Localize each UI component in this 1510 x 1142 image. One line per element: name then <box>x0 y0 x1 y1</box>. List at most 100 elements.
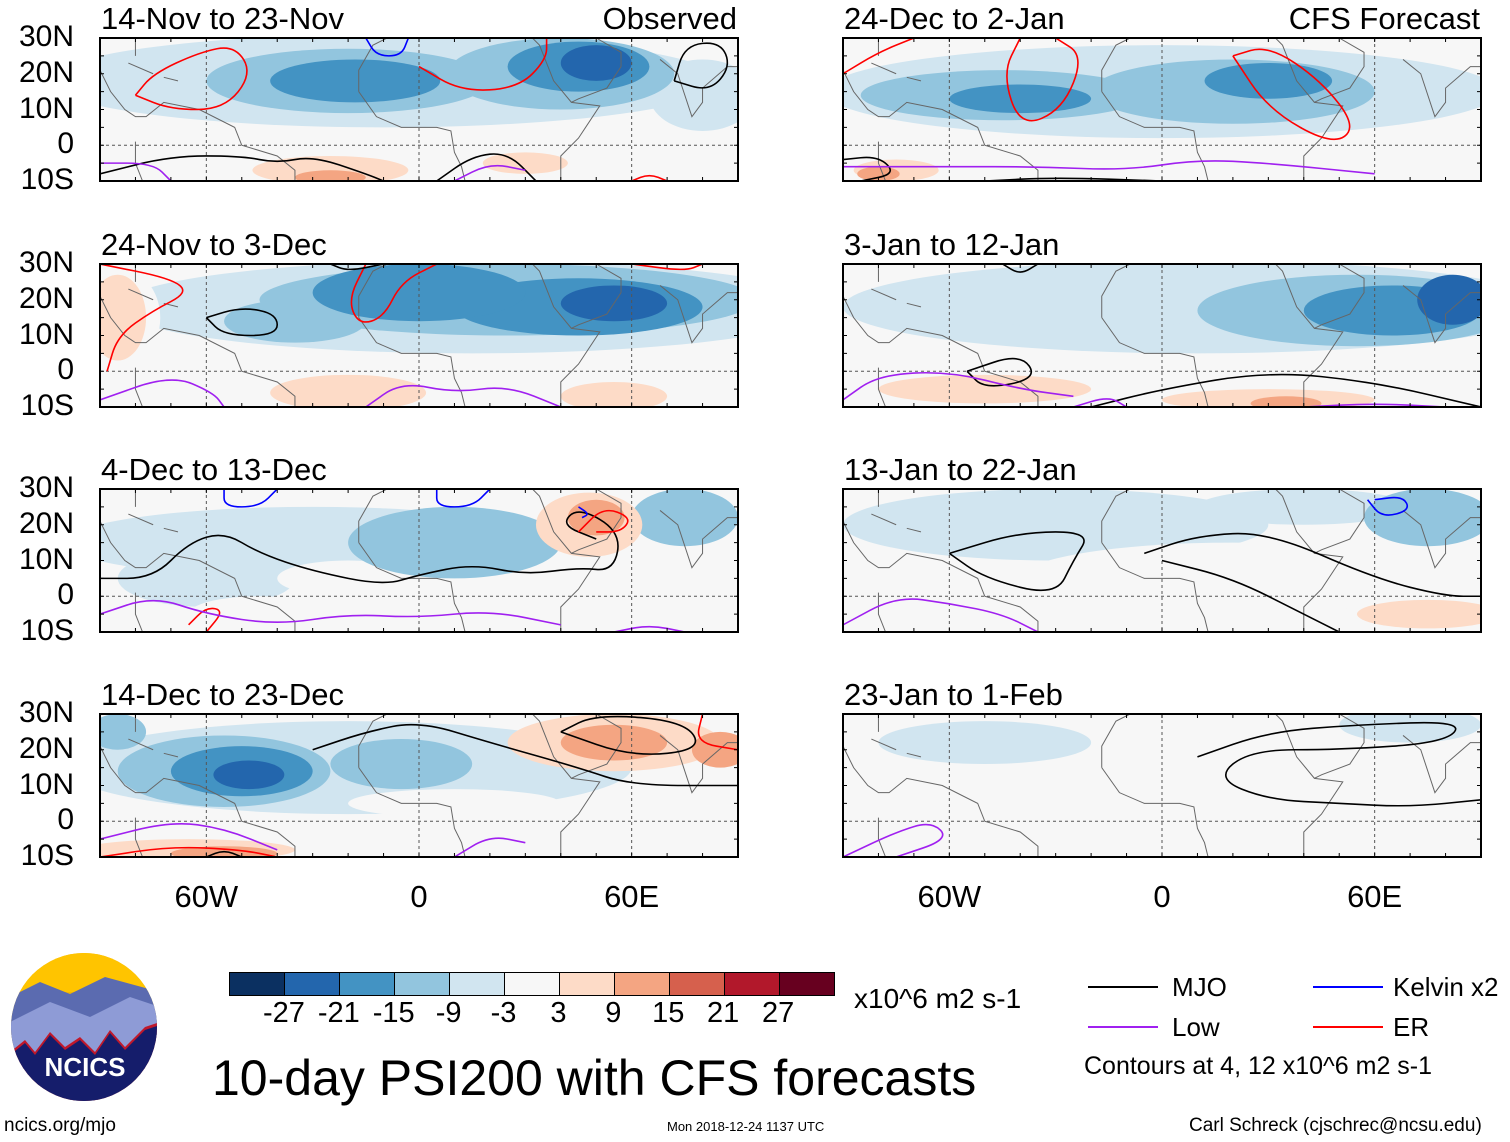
kelvin-contour <box>435 489 491 508</box>
negative-anomaly-region <box>1364 489 1481 547</box>
coastline <box>589 639 596 650</box>
positive-anomaly-region <box>1356 599 1481 629</box>
coastline <box>906 302 922 308</box>
coastline <box>1101 714 1131 768</box>
positive-anomaly-region <box>949 159 1162 181</box>
mjo-contour <box>1161 559 1340 632</box>
coastline <box>589 414 596 425</box>
coastline <box>128 288 154 301</box>
map-panel <box>99 488 739 633</box>
legend-line-low <box>1088 1026 1158 1028</box>
coastline <box>659 285 738 344</box>
er-contour <box>100 264 184 372</box>
coastline <box>358 767 466 857</box>
panel-source-label: CFS Forecast <box>1288 1 1480 36</box>
legend-line-kelvin <box>1313 986 1383 988</box>
map-panel <box>842 713 1482 858</box>
negative-anomaly-region <box>631 489 738 547</box>
lat-tick-label: 10S <box>20 389 74 422</box>
er-contour <box>418 38 548 91</box>
positive-anomaly-region <box>560 724 668 761</box>
er-contour <box>843 38 915 75</box>
lat-tick-label: 30N <box>18 696 74 729</box>
lon-tick-label: 60W <box>917 879 982 914</box>
coastline <box>571 714 622 779</box>
mjo-contour <box>948 531 1085 592</box>
low-contour <box>843 823 944 857</box>
colorbar-tick-label: -3 <box>490 997 517 1029</box>
colorbar-tick-label: -21 <box>317 997 360 1029</box>
coastline <box>163 527 179 533</box>
coastline <box>1402 59 1481 118</box>
er-contour <box>350 264 438 323</box>
units-label: x10^6 m2 s-1 <box>854 983 1022 1014</box>
panel-title: 24-Dec to 2-Jan <box>844 1 1065 36</box>
panel-source-label: Observed <box>602 1 737 36</box>
coastline <box>871 513 897 526</box>
coastline <box>571 38 622 103</box>
map-panel <box>842 37 1482 182</box>
positive-anomaly-region <box>436 824 614 847</box>
legend-label-low: Low <box>1172 1012 1220 1042</box>
coastline <box>843 295 1039 407</box>
contour-note: Contours at 4, 12 x10^6 m2 s-1 <box>1084 1052 1433 1080</box>
coastline <box>128 513 154 526</box>
legend-label-er: ER <box>1393 1012 1430 1042</box>
negative-anomaly-region <box>348 506 561 579</box>
positive-anomaly-region <box>560 381 668 407</box>
lat-tick-label: 20N <box>18 281 74 315</box>
coastline <box>843 520 1039 632</box>
lat-tick-label: 10N <box>18 91 74 125</box>
lon-tick-label: 60E <box>604 879 660 914</box>
colorbar-swatch <box>725 973 780 995</box>
negative-anomaly-region <box>560 45 632 81</box>
coastline <box>877 817 886 857</box>
positive-anomaly-region <box>1250 806 1428 836</box>
negative-anomaly-region <box>100 714 147 750</box>
panel-title: 4-Dec to 13-Dec <box>101 452 327 487</box>
colorbar-swatch <box>560 973 615 995</box>
kelvin-contour <box>1366 496 1409 516</box>
coastline <box>1275 264 1344 407</box>
colorbar <box>229 972 835 996</box>
lat-tick-label: 10N <box>18 317 74 351</box>
lat-tick-label: 10S <box>20 163 74 196</box>
colorbar-swatch <box>615 973 670 995</box>
positive-anomaly-region <box>857 166 900 181</box>
coastline <box>1332 188 1339 199</box>
kelvin-contour <box>223 489 278 508</box>
coastline <box>877 592 886 632</box>
coastline <box>906 527 922 533</box>
coastline <box>358 489 388 543</box>
positive-anomaly-region <box>560 596 703 618</box>
coastline <box>532 714 601 857</box>
coastline <box>871 62 897 75</box>
footer-url[interactable]: ncics.org/mjo <box>4 1115 116 1136</box>
er-contour <box>1006 38 1079 122</box>
coastline <box>358 38 388 92</box>
panel-title: 14-Nov to 23-Nov <box>101 1 344 36</box>
colorbar-tick-label: -9 <box>435 997 462 1029</box>
lon-tick-label: 0 <box>410 879 428 914</box>
coastline <box>659 735 738 794</box>
low-contour <box>843 371 1074 401</box>
coastline <box>163 76 179 82</box>
mjo-contour <box>560 715 697 755</box>
positive-anomaly-region <box>878 374 1092 404</box>
footer-author: Carl Schreck (cjschrec@ncsu.edu) <box>1189 1115 1482 1136</box>
panel-title: 13-Jan to 22-Jan <box>844 452 1077 487</box>
coastline <box>1332 639 1339 650</box>
coastline <box>659 510 738 569</box>
coastline <box>1314 38 1365 103</box>
coastline <box>128 738 154 751</box>
lon-tick-label: 60E <box>1347 879 1403 914</box>
coastline <box>871 288 897 301</box>
negative-anomaly-region <box>1204 63 1333 99</box>
lat-tick-label: 30N <box>18 246 74 279</box>
lat-tick-label: 30N <box>18 20 74 53</box>
lat-tick-label: 20N <box>18 506 74 540</box>
coastline <box>358 542 466 632</box>
colorbar-swatch <box>285 973 340 995</box>
low-contour <box>454 837 526 857</box>
coastline <box>589 188 596 199</box>
